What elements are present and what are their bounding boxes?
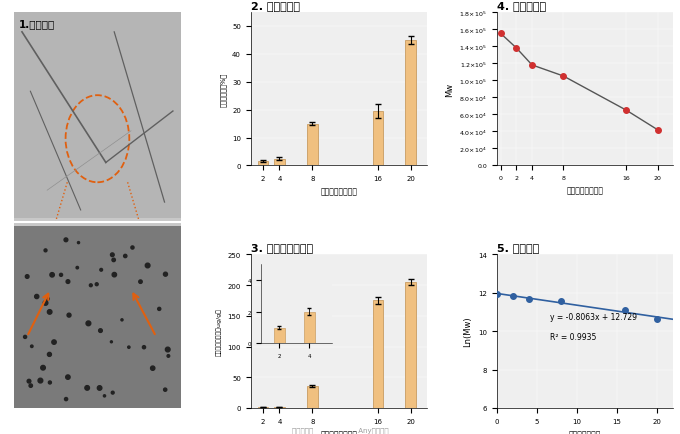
FancyBboxPatch shape	[14, 13, 182, 218]
Point	[651, 316, 662, 322]
Point	[24, 378, 35, 385]
Point	[116, 317, 127, 324]
Point	[142, 263, 153, 270]
Point	[42, 296, 53, 302]
Point	[64, 312, 75, 319]
Y-axis label: 降解产物的含量（ug/g）: 降解产物的含量（ug/g）	[216, 308, 222, 355]
Point	[44, 379, 55, 386]
Point	[40, 300, 51, 307]
Text: 2. 质量损失率: 2. 质量损失率	[251, 1, 300, 11]
Bar	[373, 112, 384, 166]
Point	[556, 298, 566, 305]
Bar	[274, 407, 285, 408]
X-axis label: 降解时间（周）: 降解时间（周）	[568, 429, 601, 434]
Point	[507, 293, 518, 300]
Bar	[274, 159, 285, 166]
Point	[619, 307, 630, 314]
Point	[123, 344, 134, 351]
Point	[31, 293, 42, 300]
Bar	[258, 162, 269, 166]
Point	[524, 296, 534, 303]
Point	[163, 353, 174, 360]
Text: R² = 0.9935: R² = 0.9935	[549, 332, 596, 341]
X-axis label: 取样时间点（周）: 取样时间点（周）	[320, 187, 358, 196]
Point	[558, 73, 568, 80]
Point	[72, 265, 83, 272]
X-axis label: 取样时间点（周）: 取样时间点（周）	[320, 429, 358, 434]
Y-axis label: Mw: Mw	[445, 82, 454, 97]
Point	[495, 31, 506, 38]
Point	[63, 374, 73, 381]
Point	[107, 389, 118, 396]
Point	[44, 351, 55, 358]
Point	[160, 386, 171, 393]
Point	[160, 271, 171, 278]
Text: 5. 降解趋势: 5. 降解趋势	[496, 243, 539, 253]
Point	[511, 45, 522, 52]
Point	[106, 339, 117, 345]
Point	[526, 62, 537, 69]
Point	[91, 281, 102, 288]
FancyBboxPatch shape	[14, 226, 182, 408]
Point	[94, 385, 105, 391]
Point	[48, 339, 59, 346]
Point	[96, 267, 107, 274]
Point	[22, 273, 33, 280]
Point	[107, 252, 118, 259]
Point	[652, 127, 663, 134]
Bar	[373, 301, 384, 408]
Point	[20, 334, 31, 341]
Point	[27, 343, 37, 350]
Bar	[405, 283, 416, 408]
X-axis label: 取样时间点（周）: 取样时间点（周）	[566, 186, 603, 195]
Point	[621, 107, 632, 114]
Text: y = -0.8063x + 12.729: y = -0.8063x + 12.729	[549, 312, 636, 321]
Point	[99, 392, 110, 399]
Point	[56, 272, 67, 279]
Point	[135, 279, 146, 286]
Point	[44, 309, 55, 316]
Bar	[405, 41, 416, 166]
Bar	[307, 387, 318, 408]
Point	[109, 272, 120, 279]
Point	[95, 327, 106, 334]
Point	[61, 237, 71, 244]
Point	[40, 247, 51, 254]
Point	[148, 365, 158, 372]
Point	[47, 272, 58, 279]
Point	[154, 306, 165, 312]
Text: 1.外观形貌: 1.外观形貌	[18, 19, 55, 29]
Point	[73, 240, 84, 247]
Y-axis label: Ln(Mw): Ln(Mw)	[463, 316, 473, 347]
Point	[491, 291, 502, 298]
Point	[61, 396, 71, 403]
Text: 4. 相对分子量: 4. 相对分子量	[496, 1, 546, 11]
Point	[127, 244, 138, 251]
Point	[163, 346, 173, 353]
Bar	[307, 125, 318, 166]
Point	[120, 253, 131, 260]
Point	[83, 320, 94, 327]
Text: 3. 降解产物的含量: 3. 降解产物的含量	[251, 243, 313, 253]
Point	[37, 365, 48, 372]
Point	[63, 279, 73, 286]
Point	[139, 344, 150, 351]
Point	[35, 377, 46, 384]
Point	[108, 257, 119, 264]
Point	[25, 382, 36, 389]
Point	[82, 385, 92, 391]
Point	[86, 282, 97, 289]
Y-axis label: 质量损失率（%）: 质量损失率（%）	[220, 72, 226, 107]
Text: 嘉峪检测网                    Any峰检测网: 嘉峪检测网 Any峰检测网	[292, 427, 388, 434]
